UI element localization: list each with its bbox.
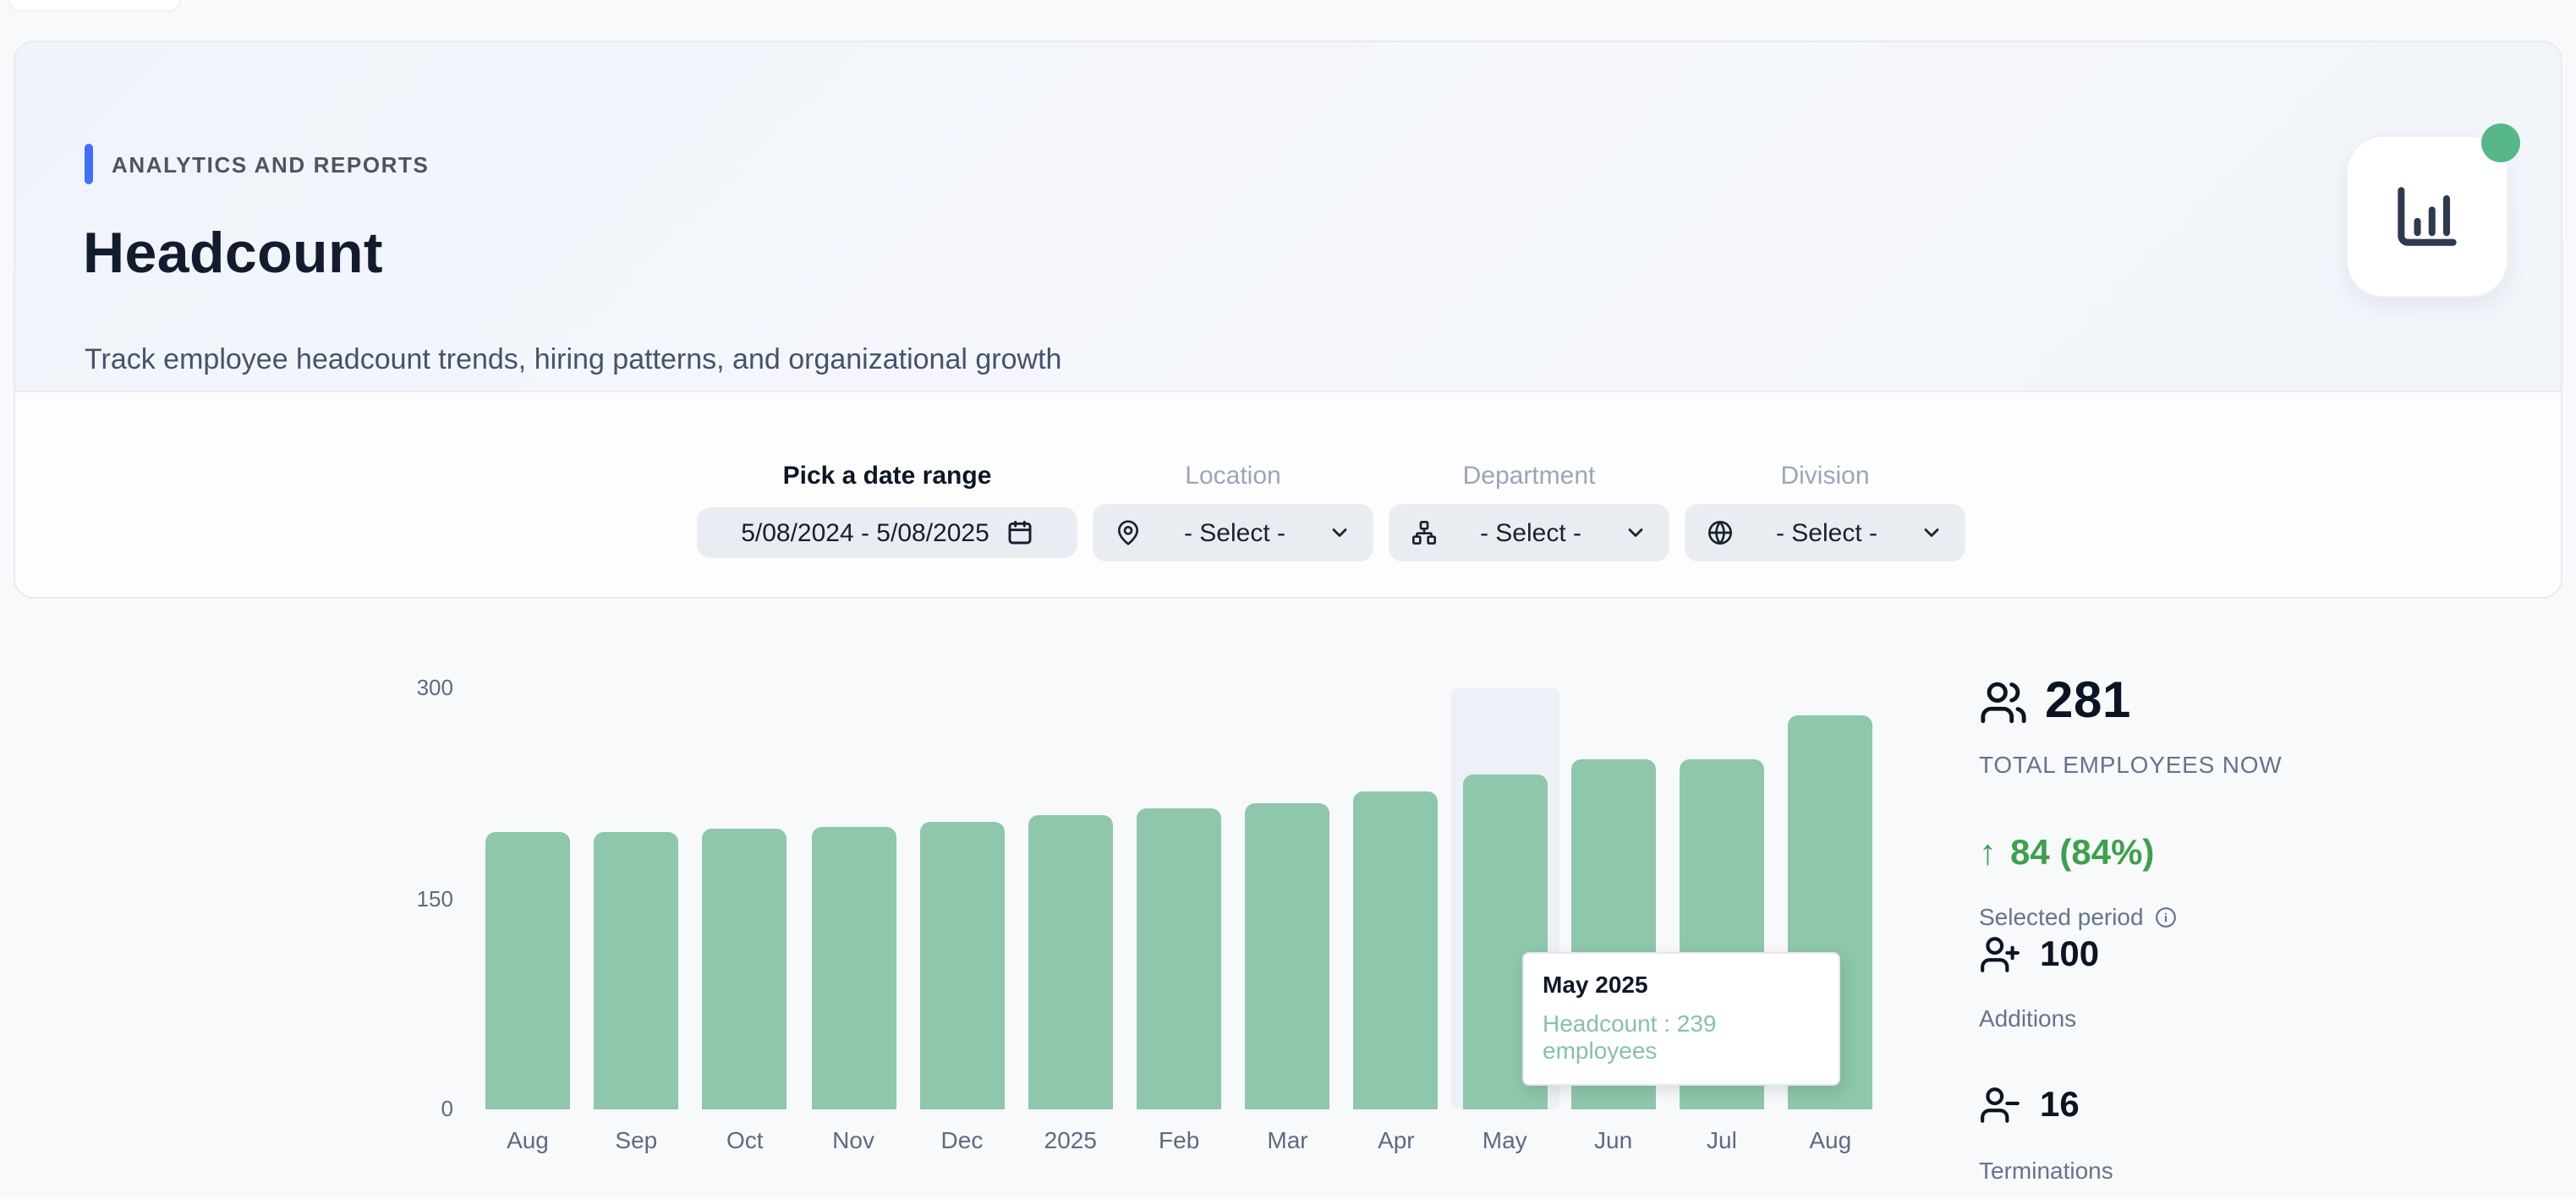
filters-section: Pick a date range 5/08/2024 - 5/08/2025 … (15, 394, 2561, 597)
total-employees-row: 281 (1979, 673, 2131, 731)
x-axis-label: Aug (1809, 1126, 1852, 1153)
chevron-down-icon (1328, 521, 1351, 545)
user-plus-icon (1979, 933, 2021, 976)
stats-panel: 281 TOTAL EMPLOYEES NOW ↑ 84 (84%) Selec… (1979, 673, 2571, 1199)
headcount-bar-chart: May 2025 Headcount : 239 employees 0 150 3… (406, 675, 1928, 1184)
chart-bar-sep[interactable] (594, 831, 679, 1109)
x-axis-label: May (1482, 1126, 1527, 1153)
y-axis-tick: 0 (441, 1096, 453, 1121)
date-range-value: 5/08/2024 - 5/08/2025 (741, 518, 989, 547)
location-filter-group: Location - Select - (1093, 394, 1373, 597)
eyebrow-row: ANALYTICS AND REPORTS (85, 144, 430, 184)
chart-bar-nov[interactable] (811, 827, 896, 1109)
chart-bar-2025[interactable] (1028, 814, 1113, 1109)
accent-bar (85, 144, 93, 184)
report-icon-card (2346, 123, 2520, 298)
header-card: ANALYTICS AND REPORTS Headcount Track em… (14, 41, 2562, 599)
chart-bar-mar[interactable] (1245, 803, 1330, 1109)
x-axis-label: Apr (1378, 1126, 1415, 1153)
x-axis-label: Nov (832, 1126, 874, 1153)
additions-label: Additions (1979, 1005, 2077, 1032)
division-select[interactable]: - Select - (1685, 504, 1965, 561)
page-title: Headcount (83, 222, 383, 286)
date-range-group: Pick a date range 5/08/2024 - 5/08/2025 (697, 394, 1077, 597)
chart-bar-oct[interactable] (702, 829, 787, 1109)
x-axis-label: Oct (726, 1126, 764, 1153)
x-axis-label: 2025 (1044, 1126, 1097, 1153)
chart-bar-aug[interactable] (485, 832, 570, 1109)
chart-tooltip: May 2025 Headcount : 239 employees (1522, 952, 1840, 1086)
user-minus-icon (1979, 1084, 2021, 1126)
terminations-value: 16 (2040, 1085, 2080, 1124)
terminations-row: 16 (1979, 1084, 2080, 1126)
x-axis-label: Jul (1707, 1126, 1737, 1153)
x-axis-label: Jun (1594, 1126, 1633, 1153)
total-employees-label: TOTAL EMPLOYEES NOW (1979, 751, 2283, 778)
header-section: ANALYTICS AND REPORTS Headcount Track em… (15, 42, 2561, 392)
info-icon[interactable] (2156, 906, 2178, 928)
x-axis-label: Dec (940, 1126, 984, 1153)
selected-period-label: Selected period (1979, 903, 2178, 930)
x-axis-label: Feb (1159, 1126, 1200, 1153)
division-filter-group: Division - Select - (1685, 394, 1965, 597)
department-label: Department (1462, 462, 1596, 490)
arrow-up-icon: ↑ (1979, 834, 1997, 873)
chevron-down-icon (1920, 521, 1943, 545)
date-range-input[interactable]: 5/08/2024 - 5/08/2025 (697, 507, 1077, 558)
chart-bar-feb[interactable] (1137, 808, 1222, 1109)
division-value: - Select - (1775, 518, 1877, 547)
location-label: Location (1185, 462, 1281, 490)
scrolled-element-remnant (8, 0, 181, 12)
department-value: - Select - (1479, 518, 1581, 547)
eyebrow-label: ANALYTICS AND REPORTS (112, 151, 430, 177)
total-employees-value: 281 (2045, 673, 2131, 729)
globe-icon (1707, 519, 1734, 546)
chart-bar-dec[interactable] (919, 821, 1005, 1109)
department-select[interactable]: - Select - (1389, 504, 1669, 561)
chart-bar-apr[interactable] (1353, 791, 1439, 1109)
x-axis-label: Sep (615, 1126, 658, 1153)
department-filter-group: Department - Select - (1389, 394, 1669, 597)
bar-chart-icon (2388, 178, 2466, 255)
change-row: ↑ 84 (84%) (1979, 834, 2154, 874)
x-axis-label: Aug (507, 1126, 549, 1153)
additions-row: 100 (1979, 933, 2099, 976)
sitemap-icon (1411, 519, 1438, 546)
chevron-down-icon (1624, 521, 1647, 545)
x-axis-label: Mar (1267, 1126, 1308, 1153)
y-axis-tick: 300 (416, 675, 453, 700)
page-subtitle: Track employee headcount trends, hiring … (85, 343, 1062, 375)
users-icon (1979, 677, 2028, 726)
additions-value: 100 (2040, 934, 2100, 973)
status-dot (2481, 123, 2520, 162)
tooltip-title: May 2025 (1543, 971, 1648, 998)
map-pin-icon (1115, 519, 1142, 546)
terminations-label: Terminations (1979, 1157, 2113, 1184)
change-value: 84 (84%) (2010, 834, 2155, 873)
date-range-label: Pick a date range (782, 462, 992, 490)
y-axis-tick: 150 (416, 885, 453, 911)
division-label: Division (1780, 462, 1870, 490)
calendar-icon (1006, 519, 1033, 546)
tooltip-value: Headcount : 239 employees (1543, 1010, 1717, 1064)
location-value: - Select - (1183, 518, 1285, 547)
location-select[interactable]: - Select - (1093, 504, 1373, 561)
